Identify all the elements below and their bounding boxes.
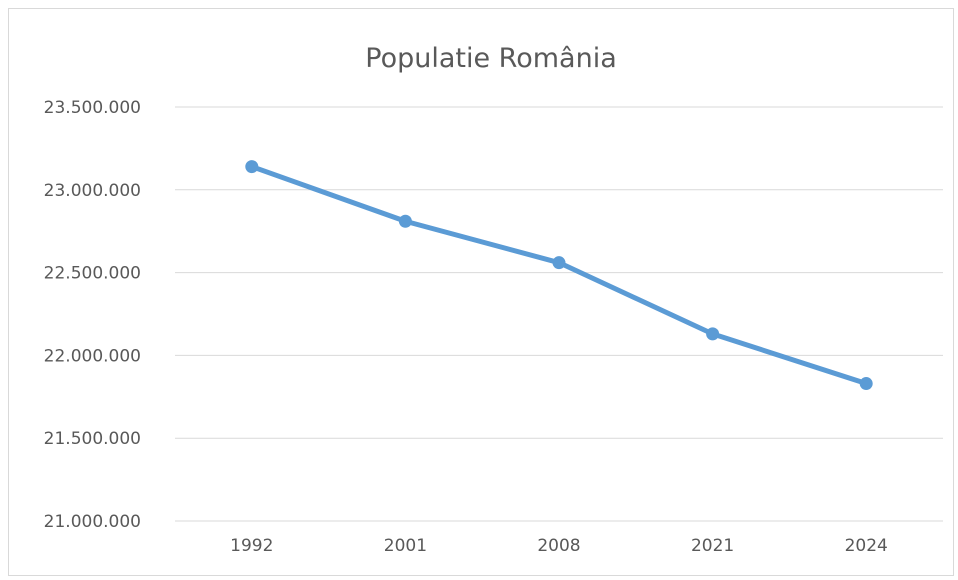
x-tick-label: 2021 — [691, 536, 734, 556]
y-tick-label: 21.500.000 — [44, 429, 141, 449]
x-tick-label: 1992 — [230, 536, 273, 556]
line-chart: Populatie România 21.000.000 21.500.000 22… — [44, 43, 943, 556]
series-layer — [245, 160, 873, 391]
x-axis-tick-labels: 1992 2001 2008 2021 2024 — [230, 536, 888, 556]
data-point — [398, 214, 412, 228]
x-tick-label: 2024 — [845, 536, 888, 556]
data-point — [552, 256, 566, 270]
gridlines — [175, 106, 943, 522]
y-axis-tick-labels: 21.000.000 21.500.000 22.000.000 22.500.000… — [44, 98, 141, 532]
x-tick-label: 2001 — [384, 536, 427, 556]
data-point — [245, 160, 259, 174]
y-tick-label: 23.500.000 — [44, 98, 141, 118]
x-tick-label: 2008 — [537, 536, 580, 556]
y-tick-label: 21.000.000 — [44, 512, 141, 532]
series-line — [249, 164, 869, 387]
data-point — [859, 377, 873, 391]
y-tick-label: 22.000.000 — [44, 346, 141, 366]
y-tick-label: 23.000.000 — [44, 181, 141, 201]
data-point — [706, 327, 720, 341]
chart-frame: Populatie România 21.000.000 21.500.000 22… — [8, 8, 954, 576]
chart-title: Populatie România — [365, 43, 617, 74]
y-tick-label: 22.500.000 — [44, 264, 141, 284]
